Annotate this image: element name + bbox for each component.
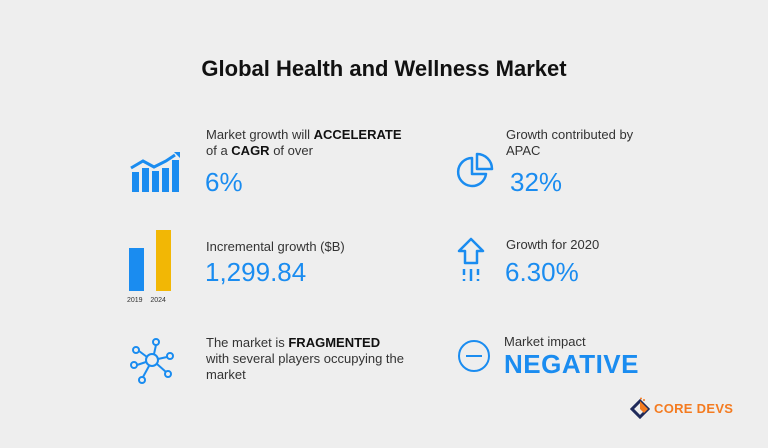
logo-text: CORE DEVS xyxy=(654,400,734,416)
incremental-value: 1,299.84 xyxy=(205,257,307,287)
cagr-value: 6% xyxy=(205,167,243,197)
impact-value: NEGATIVE xyxy=(504,349,639,379)
growth2020-label: Growth for 2020 xyxy=(506,237,600,252)
fragmented-label: The market is FRAGMENTED with several pl… xyxy=(206,335,404,382)
minus-circle-icon xyxy=(458,340,490,372)
bar-compare-icon xyxy=(129,230,171,291)
growth2020-value: 6.30% xyxy=(505,257,579,287)
apac-label: Growth contributed by APAC xyxy=(506,127,634,158)
impact-label: Market impact xyxy=(504,334,586,349)
apac-value: 32% xyxy=(510,167,563,197)
core-devs-logo: CORE DEVS xyxy=(630,397,733,419)
page-title: Global Health and Wellness Market xyxy=(201,56,567,81)
up-arrow-icon xyxy=(457,237,485,281)
bar-year-labels: 2019 2024 xyxy=(127,297,166,304)
logo-mark-icon xyxy=(630,397,650,419)
pie-chart-icon xyxy=(456,152,494,188)
cagr-label: Market growth will ACCELERATE of a CAGR … xyxy=(206,127,402,158)
growth-chart-icon xyxy=(130,152,180,192)
network-icon xyxy=(130,338,174,384)
incremental-label: Incremental growth ($B) xyxy=(206,239,345,254)
